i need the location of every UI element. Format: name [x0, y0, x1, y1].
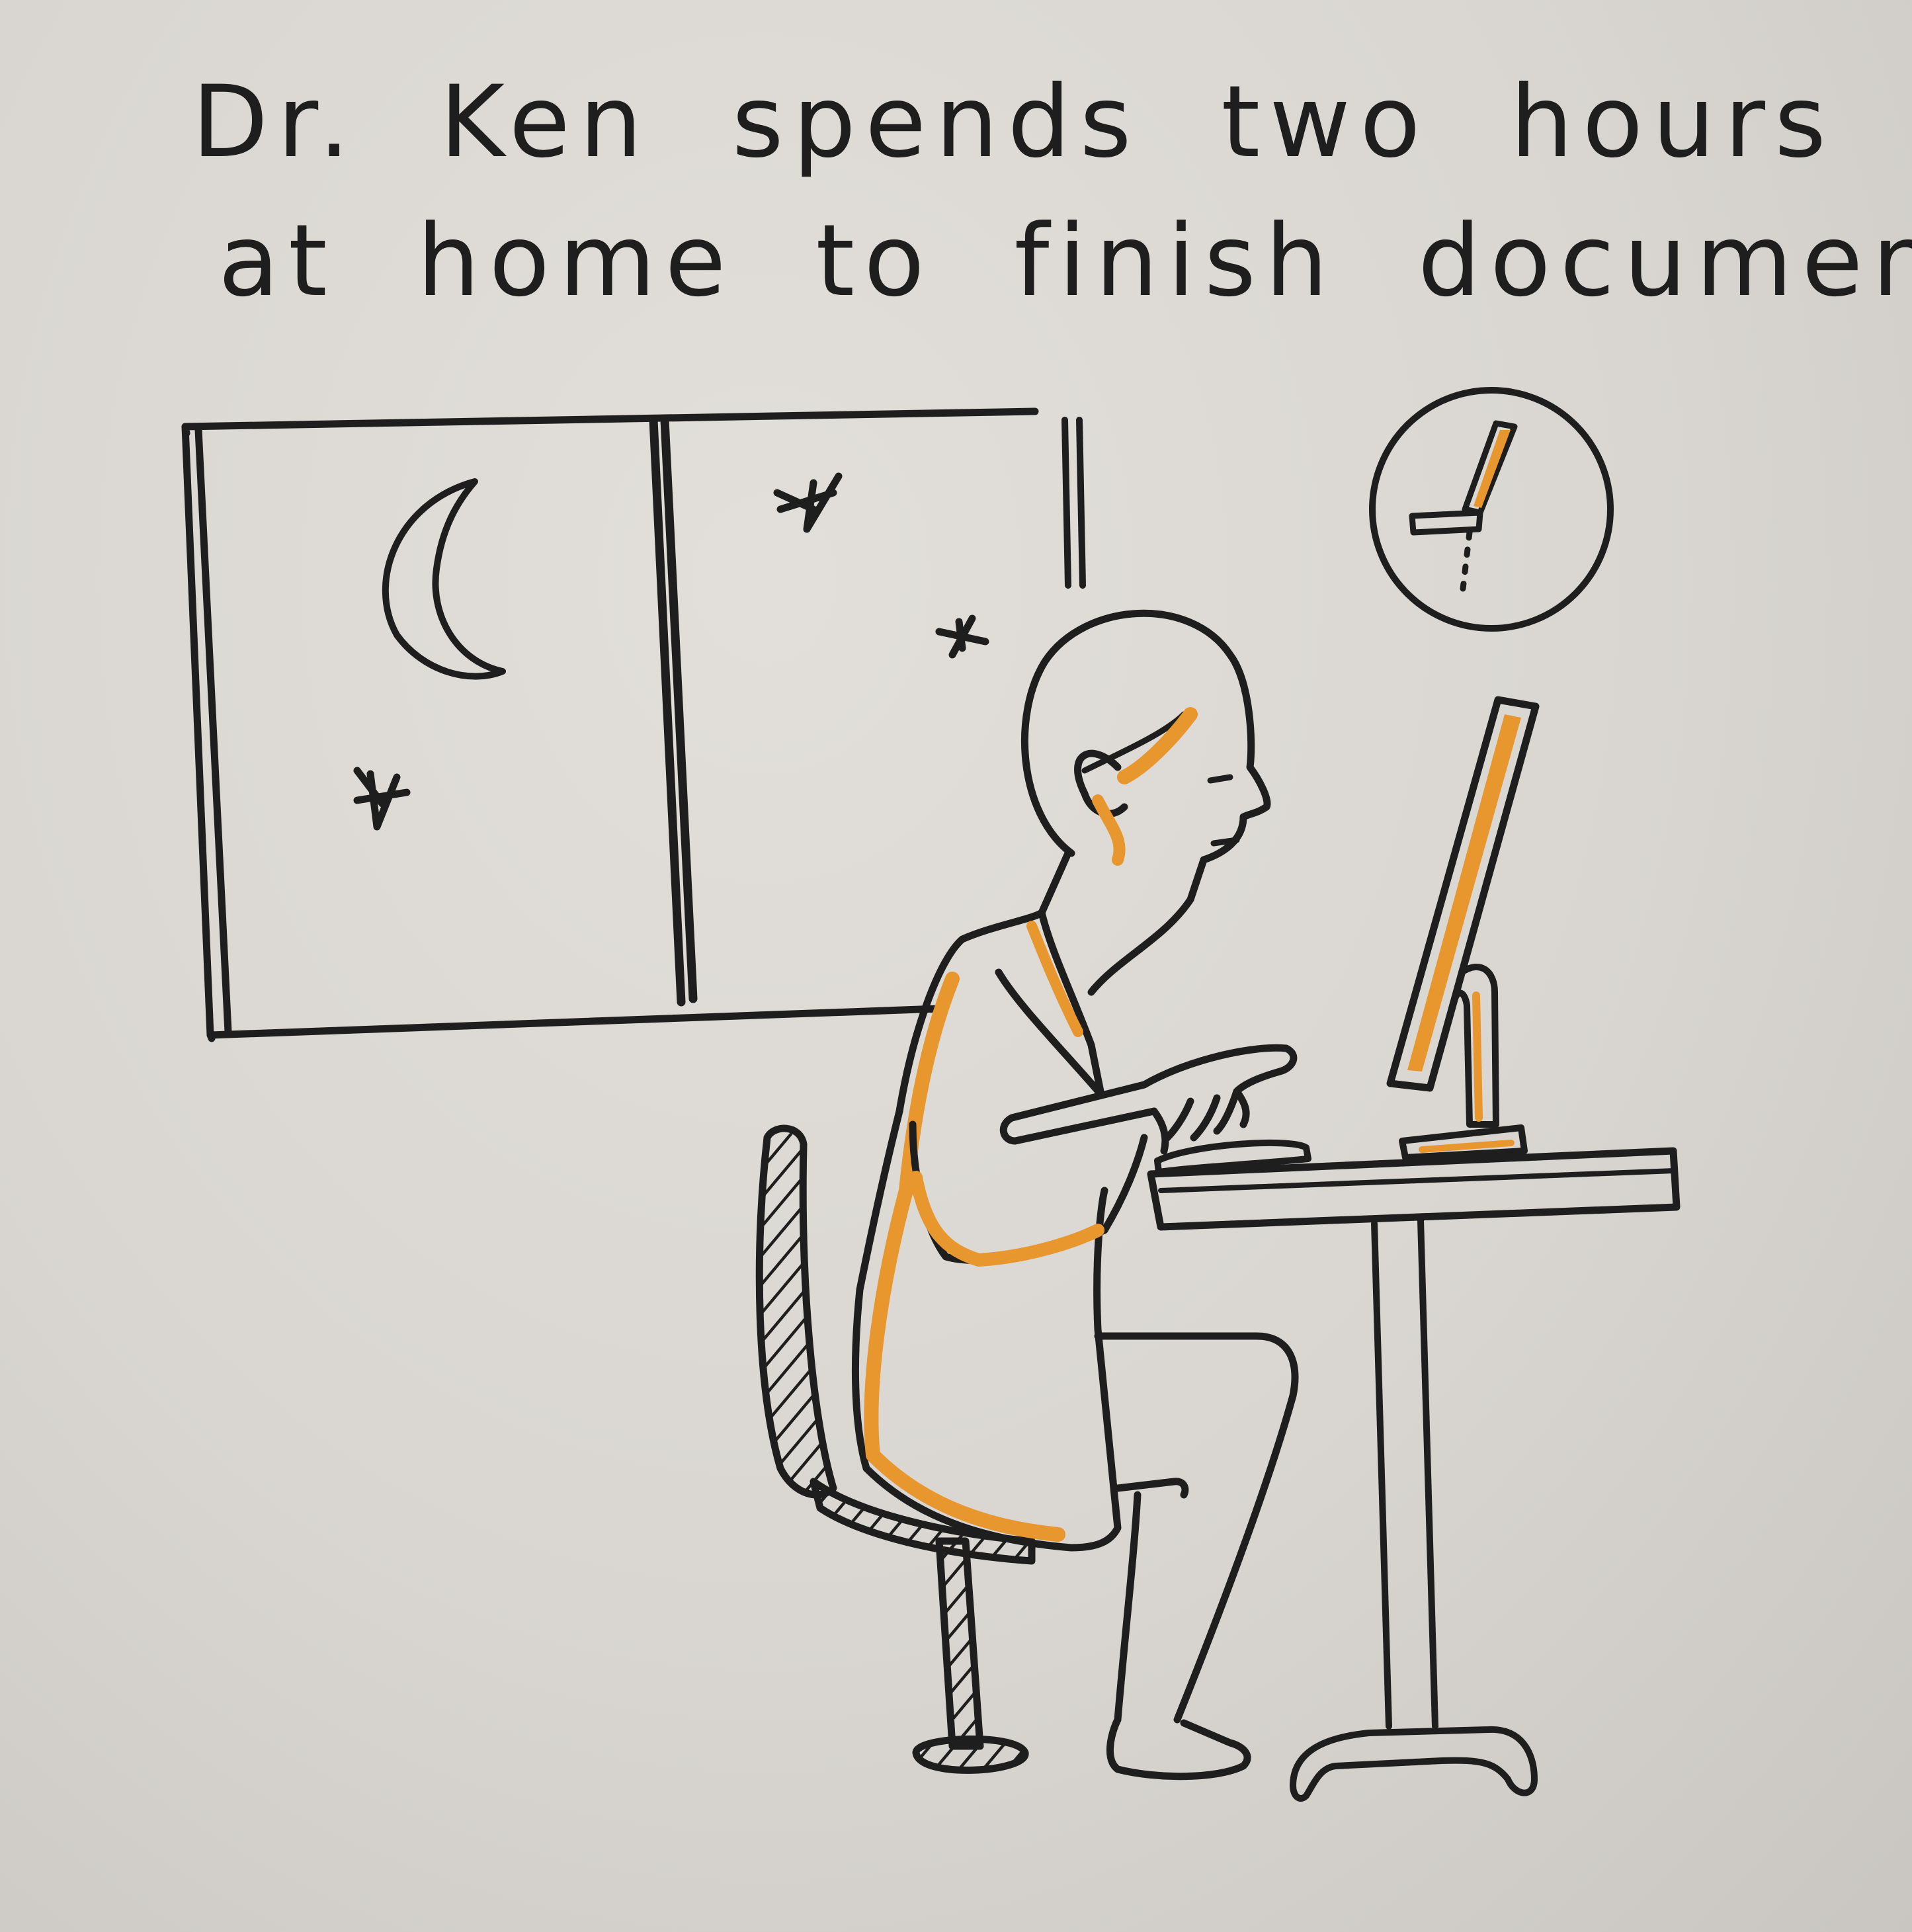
person-collar-highlight — [1026, 921, 1083, 1037]
person-ear-shadow-2 — [1092, 794, 1126, 866]
person-ear-shadow — [1117, 707, 1198, 784]
star-icon — [353, 767, 411, 831]
desk-top-edge — [1158, 1168, 1677, 1193]
window-right-edge — [1061, 417, 1086, 589]
window-divider — [649, 415, 698, 1007]
desk-leg — [1371, 1217, 1438, 1730]
person-forearm — [999, 1081, 1158, 1145]
person-neck — [1038, 849, 1208, 996]
person-thigh — [1094, 1332, 1299, 1724]
chair — [755, 1124, 1036, 1774]
person-coat-back-highlight — [864, 972, 1065, 1542]
person-shin — [1114, 1491, 1142, 1724]
chair-post — [935, 1537, 984, 1750]
keyboard — [1154, 1139, 1311, 1175]
clock-icon — [1369, 387, 1614, 632]
person-collar — [958, 909, 1105, 1099]
caption-line-1: Dr. Ken spends two hours — [192, 65, 1836, 180]
caption-line-2: at home to finish documentation. — [218, 204, 1912, 319]
desk-foot — [1290, 1726, 1538, 1802]
clock-minute-hand-fill — [1474, 430, 1511, 508]
window-frame — [181, 407, 1039, 1042]
chair-backrest — [755, 1124, 837, 1499]
person-hair-line — [1081, 711, 1187, 774]
person-head — [1021, 609, 1271, 864]
person — [851, 609, 1299, 1781]
clock-face — [1369, 387, 1614, 632]
desk-top — [1147, 1147, 1681, 1231]
clock-hour-hand — [1409, 509, 1483, 536]
chair-seat — [810, 1478, 1036, 1565]
desk — [1147, 1147, 1681, 1802]
clock-dotted-line — [1460, 529, 1473, 592]
person-mouth — [1210, 837, 1240, 847]
window-left-edge — [194, 426, 232, 1036]
moon-icon — [382, 478, 506, 680]
star-icon — [935, 614, 989, 659]
monitor-base — [1399, 1124, 1528, 1161]
window — [181, 407, 1086, 1042]
monitor-stand-highlight — [1472, 991, 1483, 1122]
monitor-screen-highlight — [1407, 714, 1521, 1071]
person-foot — [1106, 1716, 1251, 1781]
person-hand — [1140, 1044, 1298, 1155]
chair-base — [912, 1735, 1029, 1774]
monitor-stand — [1452, 964, 1499, 1128]
person-knee-line — [1114, 1478, 1189, 1499]
monitor-base-highlight — [1419, 1140, 1515, 1153]
computer — [1154, 696, 1540, 1175]
person-eye — [1207, 774, 1233, 784]
person-coat — [851, 935, 1122, 1552]
person-arm-highlight — [909, 1171, 1104, 1267]
star-icon — [773, 472, 843, 533]
monitor — [1386, 696, 1540, 1092]
